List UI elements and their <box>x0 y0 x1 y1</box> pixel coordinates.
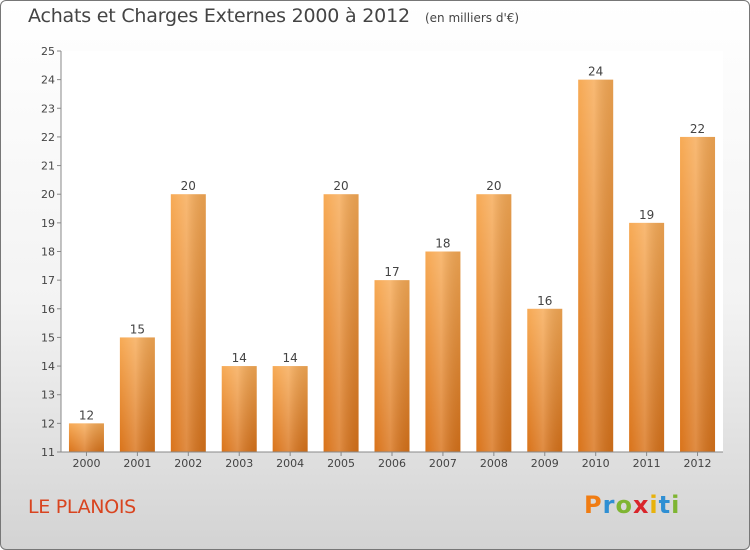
chart-title: Achats et Charges Externes 2000 à 2012 (… <box>28 5 519 27</box>
proxiti-logo: Proxiti <box>584 491 680 519</box>
data-label-2008: 20 <box>486 179 501 193</box>
x-tick-label-2009: 2009 <box>531 457 559 470</box>
data-label-2004: 14 <box>283 351 298 365</box>
x-tick-label-2008: 2008 <box>480 457 508 470</box>
data-label-2006: 17 <box>384 265 399 279</box>
bar-shine-2001 <box>119 337 155 452</box>
logo-letter: P <box>584 491 603 519</box>
x-tick-label-2003: 2003 <box>225 457 253 470</box>
x-tick-label-2004: 2004 <box>276 457 304 470</box>
y-tick-label: 18 <box>41 246 55 259</box>
x-tick-label-2002: 2002 <box>174 457 202 470</box>
bar-shine-2004 <box>272 366 308 452</box>
y-tick-label: 14 <box>41 360 55 373</box>
y-tick-label: 24 <box>41 74 55 87</box>
x-tick-label-2001: 2001 <box>123 457 151 470</box>
data-label-2009: 16 <box>537 294 552 308</box>
x-tick-label-2010: 2010 <box>582 457 610 470</box>
data-labels-group: 12 15 20 14 14 20 17 18 20 16 24 19 22 <box>79 65 705 423</box>
bar-shine-2007 <box>425 251 461 452</box>
bar-shine-2003 <box>221 366 257 452</box>
data-label-2003: 14 <box>232 351 247 365</box>
bar-shine-2005 <box>323 194 359 452</box>
logo-letter: t <box>658 491 672 519</box>
y-tick-label: 12 <box>41 417 55 430</box>
x-tick-label-2000: 2000 <box>72 457 100 470</box>
y-tick-label: 17 <box>41 274 55 287</box>
logo-letter: i <box>671 491 681 519</box>
data-label-2012: 22 <box>690 122 705 136</box>
y-tick-label: 16 <box>41 303 55 316</box>
x-tick-label-2012: 2012 <box>684 457 712 470</box>
town-name: LE PLANOIS <box>28 496 136 518</box>
y-tick-label: 13 <box>41 389 55 402</box>
y-tick-label: 22 <box>41 131 55 144</box>
bar-shine-2010 <box>578 79 614 453</box>
bars-group <box>68 79 716 453</box>
bar-shine-2006 <box>374 280 410 452</box>
data-label-2002: 20 <box>181 179 196 193</box>
bar-shine-2009 <box>527 308 563 452</box>
bar-shine-2012 <box>680 136 716 452</box>
data-label-2010: 24 <box>588 65 603 79</box>
y-tick-label: 21 <box>41 160 55 173</box>
logo-letter: x <box>632 491 650 519</box>
x-tick-label-2005: 2005 <box>327 457 355 470</box>
data-label-2000: 12 <box>79 408 94 422</box>
bar-shine-2002 <box>170 194 206 452</box>
x-tick-label-2011: 2011 <box>633 457 661 470</box>
y-tick-label: 25 <box>41 45 55 58</box>
y-tick-label: 20 <box>41 188 55 201</box>
chart-unit-note: (en milliers d'€) <box>424 11 520 25</box>
bar-shine-2011 <box>629 222 665 452</box>
chart-title-text: Achats et Charges Externes 2000 à 2012 <box>28 5 410 27</box>
data-label-2011: 19 <box>639 208 654 222</box>
y-axis: 11 12 13 14 15 16 17 18 19 20 21 22 23 24 25 <box>41 45 62 459</box>
bar-shine-2008 <box>476 194 512 452</box>
data-label-2005: 20 <box>333 179 348 193</box>
logo-letter: r <box>602 491 616 519</box>
logo-letter: i <box>649 491 659 519</box>
x-tick-label-2006: 2006 <box>378 457 406 470</box>
data-label-2001: 15 <box>130 322 145 336</box>
logo-letter: o <box>615 491 633 519</box>
data-label-2007: 18 <box>435 237 450 251</box>
x-axis: 2000 2001 2002 2003 2004 2005 2006 2007 2008 2009… <box>61 451 723 470</box>
y-tick-label: 19 <box>41 217 55 230</box>
bar-shine-2000 <box>68 423 104 452</box>
y-tick-label: 15 <box>41 331 55 344</box>
x-tick-label-2007: 2007 <box>429 457 457 470</box>
y-tick-label: 11 <box>41 446 55 459</box>
y-tick-label: 23 <box>41 102 55 115</box>
